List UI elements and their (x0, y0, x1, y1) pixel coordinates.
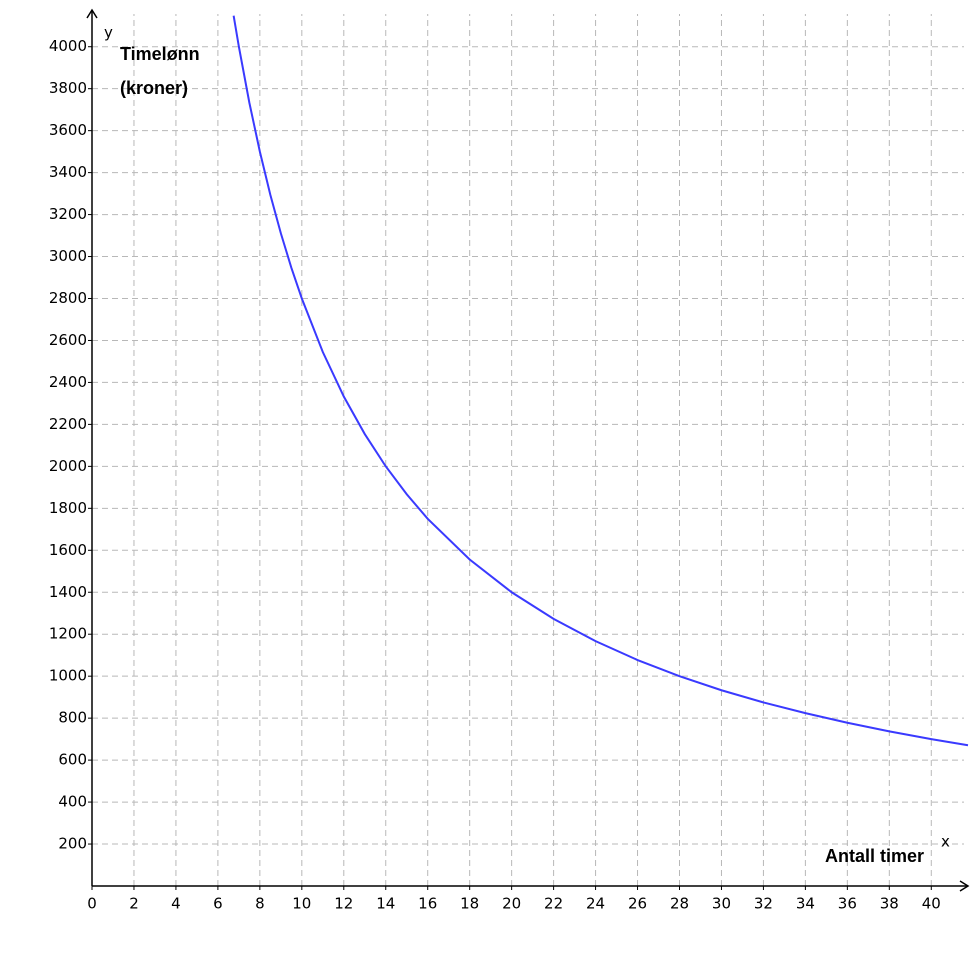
x-tick-label: 38 (880, 895, 899, 913)
y-tick-label: 1400 (49, 583, 87, 601)
x-tick-label: 4 (171, 895, 181, 913)
x-label: Antall timer (825, 846, 924, 866)
x-tick-label: 40 (922, 895, 941, 913)
y-axis-letter: y (104, 24, 113, 42)
y-tick-label: 1600 (49, 541, 87, 559)
x-tick-label: 2 (129, 895, 139, 913)
x-tick-label: 0 (87, 895, 97, 913)
x-axis-arrow (959, 880, 970, 892)
x-tick-label: 28 (670, 895, 689, 913)
x-tick-label: 14 (376, 895, 395, 913)
y-tick-label: 3800 (49, 79, 87, 97)
y-label: (kroner) (120, 78, 188, 98)
x-tick-label: 26 (628, 895, 647, 913)
y-tick-label: 200 (58, 835, 87, 853)
y-tick-label: 3600 (49, 121, 87, 139)
x-tick-label: 8 (255, 895, 265, 913)
y-tick-label: 2600 (49, 331, 87, 349)
x-tick-label: 6 (213, 895, 223, 913)
x-tick-label: 24 (586, 895, 605, 913)
x-tick-label: 16 (418, 895, 437, 913)
x-tick-label: 30 (712, 895, 731, 913)
y-tick-label: 2800 (49, 289, 87, 307)
y-tick-label: 3000 (49, 247, 87, 265)
y-label: Timelønn (120, 44, 200, 64)
y-tick-label: 3400 (49, 163, 87, 181)
x-tick-label: 32 (754, 895, 773, 913)
x-tick-label: 22 (544, 895, 563, 913)
curve (232, 15, 969, 747)
y-tick-label: 4000 (49, 37, 87, 55)
y-tick-label: 400 (58, 793, 87, 811)
x-tick-label: 12 (334, 895, 353, 913)
x-tick-label: 36 (838, 895, 857, 913)
x-axis-letter: x (941, 833, 950, 851)
y-tick-label: 600 (58, 751, 87, 769)
y-tick-label: 2200 (49, 415, 87, 433)
y-tick-label: 1800 (49, 499, 87, 517)
y-tick-label: 1000 (49, 667, 87, 685)
y-tick-label: 2400 (49, 373, 87, 391)
x-tick-label: 34 (796, 895, 815, 913)
y-axis-arrow (86, 8, 98, 19)
y-tick-label: 1200 (49, 625, 87, 643)
y-tick-label: 2000 (49, 457, 87, 475)
x-tick-label: 20 (502, 895, 521, 913)
x-tick-label: 18 (460, 895, 479, 913)
y-tick-label: 3200 (49, 205, 87, 223)
x-tick-label: 10 (292, 895, 311, 913)
y-tick-label: 800 (58, 709, 87, 727)
